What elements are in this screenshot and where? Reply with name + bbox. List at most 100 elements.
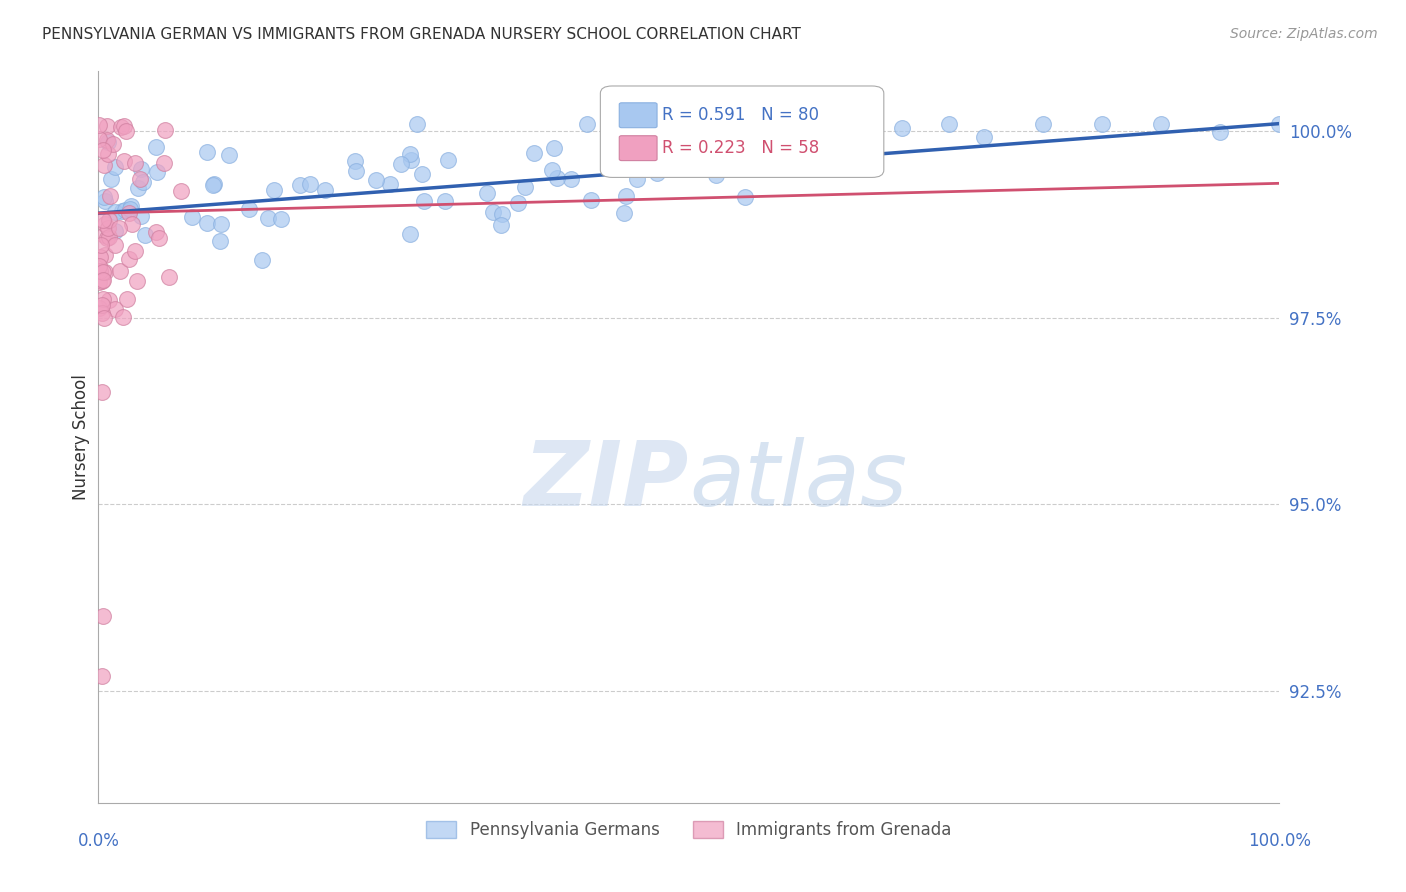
Point xyxy=(96,133,118,147)
Point xyxy=(344,164,367,178)
FancyBboxPatch shape xyxy=(619,103,657,128)
Point xyxy=(411,167,433,181)
Point xyxy=(87,118,110,132)
Point xyxy=(96,231,118,245)
Point xyxy=(91,669,114,683)
Point xyxy=(91,385,114,400)
Point xyxy=(546,170,568,185)
Point xyxy=(108,221,131,235)
Point xyxy=(91,292,114,306)
Point xyxy=(623,140,645,154)
Point xyxy=(129,209,152,223)
Point xyxy=(1209,125,1232,139)
Point xyxy=(973,129,995,144)
Point xyxy=(820,117,842,131)
Point xyxy=(112,310,135,324)
Point xyxy=(91,143,114,157)
Point xyxy=(890,121,912,136)
Point xyxy=(89,250,111,264)
Point xyxy=(91,265,114,279)
Point xyxy=(491,207,513,221)
Point xyxy=(93,227,115,242)
Point xyxy=(94,194,117,208)
Point xyxy=(132,176,155,190)
Point xyxy=(127,181,149,195)
Point xyxy=(523,145,546,160)
Point xyxy=(1091,117,1114,131)
Point xyxy=(104,302,127,317)
Point xyxy=(115,292,138,306)
Point xyxy=(1032,117,1054,131)
Point xyxy=(406,117,429,131)
Point xyxy=(97,135,120,149)
Point xyxy=(94,217,117,231)
Point xyxy=(91,274,114,288)
Y-axis label: Nursery School: Nursery School xyxy=(72,374,90,500)
Point xyxy=(1268,117,1291,131)
Point xyxy=(288,178,311,192)
Point xyxy=(145,140,167,154)
Point xyxy=(114,202,136,217)
Point xyxy=(1150,117,1173,131)
Point xyxy=(209,217,232,231)
FancyBboxPatch shape xyxy=(619,136,657,161)
Point xyxy=(104,238,127,252)
Point xyxy=(599,127,621,141)
Point xyxy=(613,206,636,220)
Point xyxy=(202,177,225,191)
Point xyxy=(195,216,218,230)
Point xyxy=(378,177,401,191)
Point xyxy=(506,196,529,211)
Point xyxy=(513,180,536,194)
Point xyxy=(489,218,512,232)
Point xyxy=(344,154,367,169)
Point xyxy=(399,153,422,167)
Point xyxy=(91,273,114,287)
Point xyxy=(263,183,285,197)
Legend: Pennsylvania Germans, Immigrants from Grenada: Pennsylvania Germans, Immigrants from Gr… xyxy=(419,814,959,846)
Point xyxy=(148,231,170,245)
Point xyxy=(104,160,127,174)
Point xyxy=(91,609,114,624)
Point xyxy=(145,225,167,239)
Text: ZIP: ZIP xyxy=(523,437,689,525)
Point xyxy=(120,199,142,213)
Point xyxy=(104,204,127,219)
Point xyxy=(153,155,176,169)
Point xyxy=(257,211,280,225)
Point xyxy=(734,190,756,204)
Point xyxy=(97,146,120,161)
Point xyxy=(541,163,564,178)
Text: R = 0.591   N = 80: R = 0.591 N = 80 xyxy=(662,106,818,124)
Point xyxy=(157,270,180,285)
Point xyxy=(89,264,111,278)
Point xyxy=(89,301,111,316)
Point xyxy=(91,297,114,311)
Text: Source: ZipAtlas.com: Source: ZipAtlas.com xyxy=(1230,27,1378,41)
Point xyxy=(298,177,321,191)
Point xyxy=(314,183,336,197)
Point xyxy=(218,148,240,162)
Point xyxy=(238,202,260,216)
Point xyxy=(121,217,143,231)
Point xyxy=(118,206,141,220)
Point xyxy=(543,141,565,155)
Point xyxy=(90,238,112,252)
Text: 0.0%: 0.0% xyxy=(77,832,120,850)
Point xyxy=(120,202,142,216)
Point xyxy=(90,306,112,320)
Point xyxy=(89,132,111,146)
Point xyxy=(94,265,117,279)
Point xyxy=(100,172,122,186)
Point xyxy=(560,171,582,186)
Point xyxy=(581,194,603,208)
Text: atlas: atlas xyxy=(689,437,907,525)
Point xyxy=(614,188,637,202)
Point xyxy=(93,310,115,325)
Point xyxy=(93,158,115,172)
Point xyxy=(153,123,176,137)
Point xyxy=(796,117,818,131)
Text: R = 0.223   N = 58: R = 0.223 N = 58 xyxy=(662,139,820,157)
Point xyxy=(475,186,498,200)
Point xyxy=(91,213,114,227)
